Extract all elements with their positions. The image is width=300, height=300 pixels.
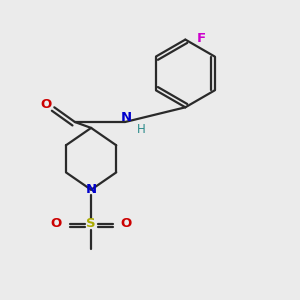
- Text: O: O: [121, 217, 132, 230]
- Text: N: N: [121, 111, 132, 124]
- Text: O: O: [50, 217, 61, 230]
- Text: F: F: [197, 32, 206, 45]
- Text: S: S: [86, 217, 96, 230]
- Text: O: O: [40, 98, 52, 111]
- Text: H: H: [137, 123, 146, 136]
- Text: N: N: [85, 183, 97, 196]
